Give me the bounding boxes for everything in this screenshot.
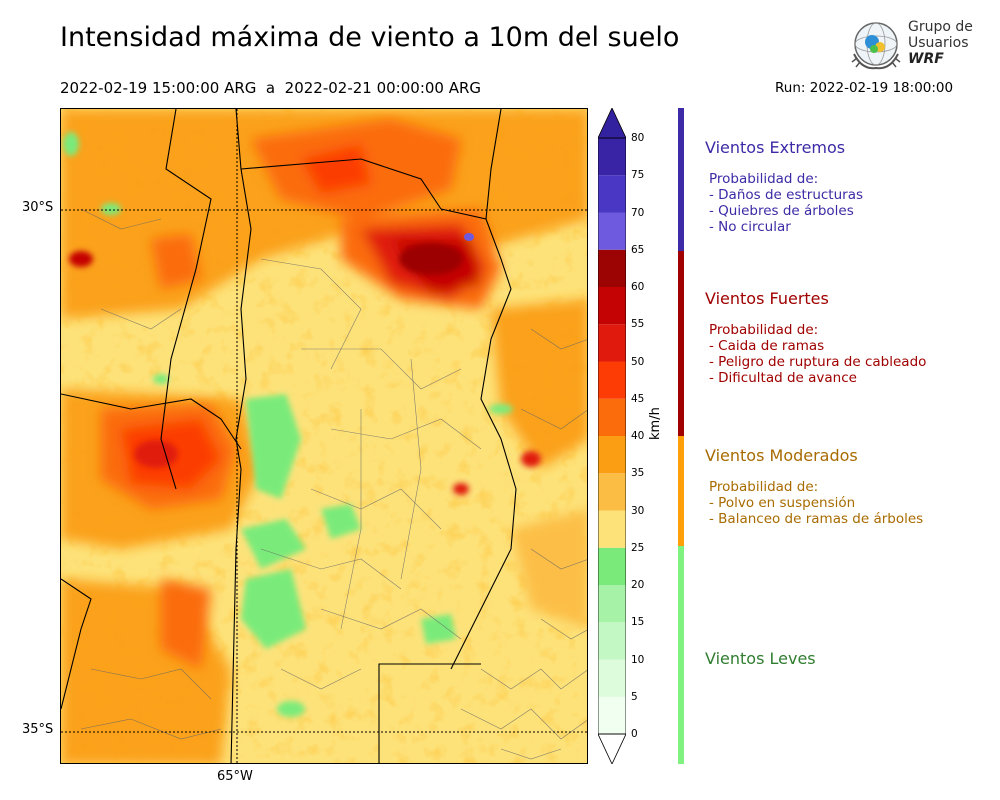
- colorbar-tick-label: 60: [631, 281, 645, 293]
- colorbar-unit-label: km/h: [648, 407, 663, 440]
- colorbar-bin: [598, 696, 626, 734]
- category-bar-fuertes: [678, 251, 684, 436]
- colorbar-tick-label: 80: [631, 132, 645, 144]
- lat-label-35s: 35°S: [22, 722, 54, 737]
- category-moderados: Vientos Moderados Probabilidad de: - Pol…: [705, 446, 923, 527]
- wind-field-raster: [61, 109, 587, 763]
- colorbar-tick-label: 15: [631, 616, 645, 629]
- category-bar-moderados: [678, 436, 684, 546]
- model-run-time: Run: 2022-02-19 18:00:00: [775, 80, 954, 96]
- colorbar-tick-label: 75: [631, 169, 645, 182]
- colorbar-bin: [598, 510, 626, 548]
- colorbar-tick-label: 35: [631, 467, 645, 480]
- wind-speed-colorbar: [598, 108, 626, 764]
- colorbar-bin: [598, 249, 626, 287]
- logo-text: Grupo de Usuarios WRF: [908, 19, 973, 67]
- colorbar-tick-label: 55: [631, 318, 645, 331]
- category-extremos: Vientos Extremos Probabilidad de: - Daño…: [705, 138, 863, 235]
- colorbar-tick-label: 50: [631, 355, 645, 368]
- colorbar-bin: [598, 436, 626, 474]
- globe-logo-icon: [851, 22, 901, 70]
- colorbar-bin: [598, 659, 626, 697]
- grupo-usuarios-wrf-logo: Grupo de Usuarios WRF: [848, 18, 978, 74]
- category-title: Vientos Leves: [705, 649, 816, 668]
- colorbar-bin: [598, 212, 626, 250]
- colorbar-bin: [598, 138, 626, 176]
- colorbar-tick-label: 0: [631, 728, 638, 740]
- colorbar-bin: [598, 398, 626, 436]
- colorbar-bin: [598, 622, 626, 660]
- lat-label-30s: 30°S: [22, 200, 54, 215]
- colorbar-tick-label: 5: [631, 690, 638, 703]
- colorbar-bin: [598, 473, 626, 511]
- colorbar-tick-label: 45: [631, 392, 645, 405]
- colorbar-bin: [598, 175, 626, 213]
- category-title: Vientos Extremos: [705, 138, 846, 157]
- category-description: Probabilidad de: - Caida de ramas - Peli…: [709, 322, 927, 386]
- category-title: Vientos Moderados: [705, 446, 858, 465]
- colorbar-tick-label: 65: [631, 243, 645, 256]
- category-bar-leves: [678, 546, 684, 764]
- colorbar-tick-label: 20: [631, 579, 645, 591]
- colorbar-bin: [598, 585, 626, 623]
- colorbar-bin: [598, 547, 626, 585]
- wind-speed-map: [60, 108, 588, 764]
- colorbar-tick-label: 25: [631, 541, 645, 554]
- category-fuertes: Vientos Fuertes Probabilidad de: - Caida…: [705, 289, 926, 386]
- colorbar-bin: [598, 287, 626, 325]
- colorbar-tick-label: 40: [631, 430, 645, 442]
- category-description: Probabilidad de: - Daños de estructuras …: [709, 171, 864, 235]
- category-description: Probabilidad de: - Polvo en suspensión -…: [709, 479, 924, 527]
- colorbar-bin: [598, 324, 626, 362]
- map-title: Intensidad máxima de viento a 10m del su…: [60, 22, 680, 53]
- colorbar-bin: [598, 361, 626, 399]
- colorbar-tick-label: 30: [631, 504, 645, 517]
- forecast-period: 2022-02-19 15:00:00 ARG a 2022-02-21 00:…: [60, 79, 482, 97]
- colorbar-tick-label: 10: [631, 653, 645, 666]
- colorbar-tick-label: 70: [631, 206, 645, 219]
- category-bar-extremos: [678, 108, 684, 251]
- lon-label-65w: 65°W: [217, 769, 253, 784]
- category-leves: Vientos Leves: [705, 649, 816, 668]
- category-title: Vientos Fuertes: [705, 289, 829, 308]
